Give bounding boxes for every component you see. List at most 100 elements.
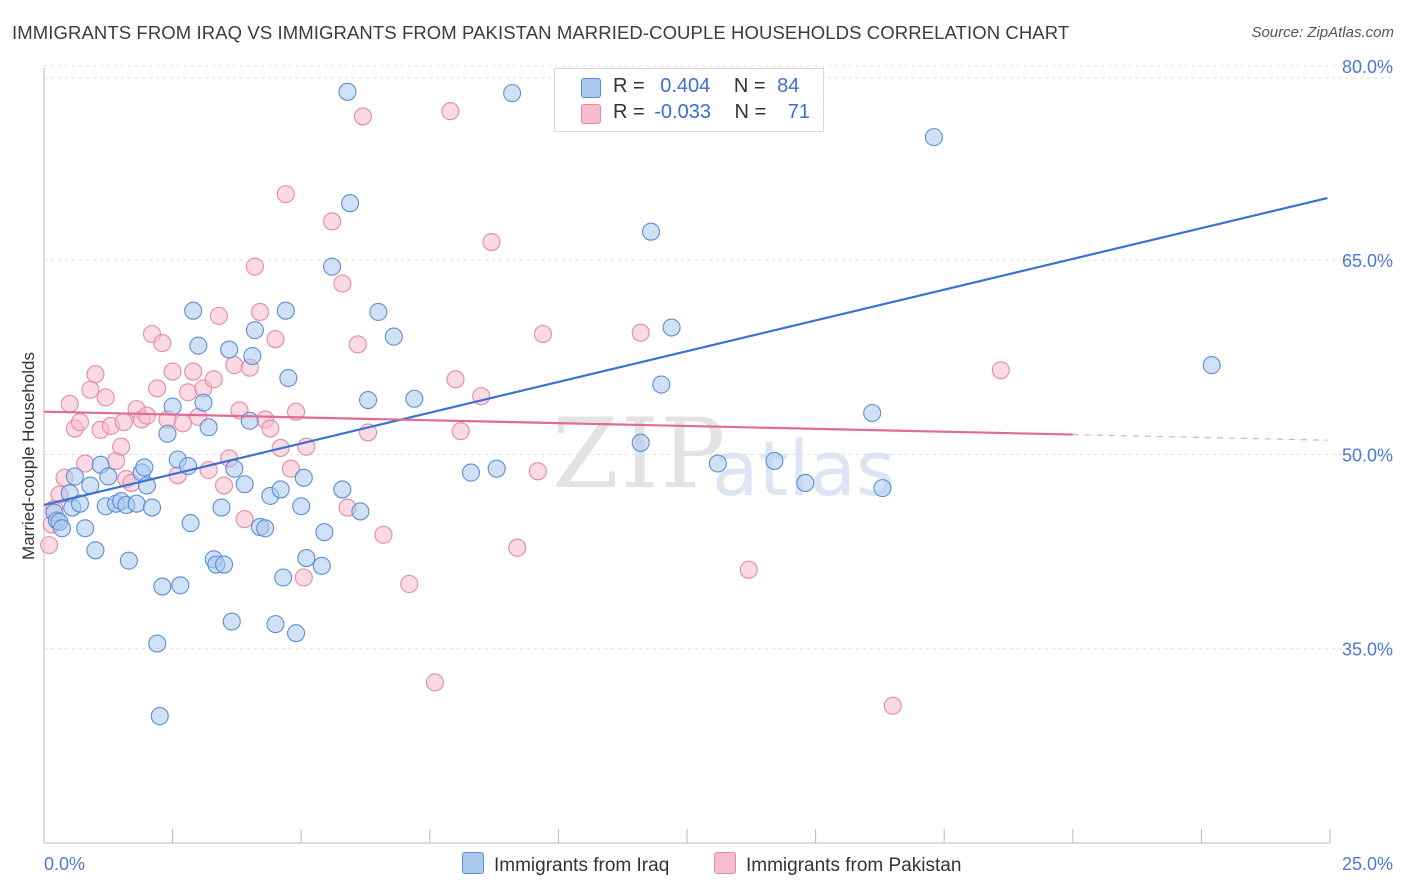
pakistan-point <box>70 413 90 432</box>
tick-labels: 35.0% 50.0% 65.0% 80.0% 0.0% 25.0% <box>44 57 1393 874</box>
iraq-point <box>99 467 118 486</box>
y-tick-label: 50.0% <box>1342 445 1393 465</box>
pakistan-r-value: -0.033 <box>654 101 711 123</box>
iraq-point <box>708 454 727 473</box>
iraq-point <box>70 494 90 513</box>
y-axis-label: Married-couple Households <box>19 352 38 560</box>
pakistan-point <box>250 302 270 322</box>
iraq-point <box>323 257 342 276</box>
pakistan-points <box>40 102 1010 715</box>
axes <box>43 68 1331 844</box>
pakistan-point <box>446 370 465 389</box>
iraq-point <box>86 541 105 560</box>
iraq-point <box>652 375 671 394</box>
pakistan-n-value: 71 <box>787 101 811 123</box>
iraq-point <box>765 451 784 470</box>
iraq-r-value: 0.404 <box>660 75 711 97</box>
iraq-point <box>245 321 264 340</box>
iraq-point <box>256 519 275 538</box>
bottom-pakistan-swatch <box>714 852 736 874</box>
pakistan-point <box>400 574 419 594</box>
iraq-point <box>487 459 506 478</box>
iraq-point <box>312 556 331 575</box>
iraq-point <box>276 301 295 320</box>
iraq-r-label: R = <box>613 75 645 97</box>
pakistan-point <box>348 335 367 354</box>
pakistan-point <box>287 402 306 421</box>
iraq-point <box>873 479 892 498</box>
iraq-point <box>220 340 239 359</box>
pakistan-point <box>528 462 547 481</box>
iraq-point <box>189 336 208 355</box>
iraq-point <box>631 433 650 452</box>
iraq-point <box>119 551 138 570</box>
pakistan-point <box>184 362 203 381</box>
iraq-point <box>153 577 172 596</box>
iraq-point <box>235 475 254 494</box>
iraq-point <box>52 519 72 538</box>
iraq-n-label: N = <box>733 75 766 97</box>
pakistan-point <box>235 510 254 529</box>
pakistan-point <box>214 476 234 495</box>
pakistan-point <box>173 414 192 433</box>
pakistan-point <box>323 212 342 231</box>
pakistan-point <box>425 673 444 692</box>
pakistan-swatch <box>581 104 601 124</box>
pakistan-point <box>112 437 131 456</box>
bottom-iraq-swatch <box>462 852 484 874</box>
iraq-points <box>45 82 1221 726</box>
iraq-point <box>214 555 234 574</box>
pakistan-point <box>631 323 650 342</box>
pakistan-point <box>245 257 264 276</box>
pakistan-point <box>441 102 460 121</box>
iraq-point <box>662 318 681 337</box>
iraq-point <box>184 301 203 320</box>
stats-legend: R = 0.404 N = 84 R = -0.033 N = 71 <box>554 68 824 132</box>
bottom-legend-pakistan: Immigrants from Pakistan <box>714 852 961 877</box>
pakistan-point <box>883 696 902 715</box>
pakistan-point <box>353 107 372 126</box>
iraq-point <box>163 397 182 416</box>
watermark-atlas: atlas <box>712 424 896 513</box>
y-tick-label: 80.0% <box>1342 57 1393 77</box>
y-tick-label: 35.0% <box>1342 640 1393 660</box>
x-tick-label-min: 0.0% <box>44 854 85 874</box>
iraq-point <box>369 302 388 322</box>
iraq-point <box>150 707 169 726</box>
iraq-point <box>243 346 262 366</box>
iraq-point <box>142 498 162 517</box>
iraq-n-value: 84 <box>777 75 800 97</box>
pakistan-point <box>225 356 244 375</box>
trend-lines <box>43 196 1328 507</box>
iraq-point <box>341 194 360 213</box>
pakistan-n-label: N = <box>734 101 767 123</box>
pakistan-point <box>114 413 133 432</box>
iraq-point <box>503 84 522 103</box>
bottom-iraq-label: Immigrants from Iraq <box>494 855 670 876</box>
iraq-point <box>225 459 244 478</box>
iraq-point <box>287 624 306 643</box>
pakistan-point <box>40 536 59 555</box>
pakistan-r-label: R = <box>613 101 645 123</box>
iraq-point <box>181 514 200 533</box>
iraq-swatch <box>581 78 601 98</box>
iraq-point <box>271 480 290 499</box>
iraq-point <box>315 523 334 542</box>
iraq-point <box>359 391 378 410</box>
iraq-point <box>135 458 154 477</box>
pakistan-point <box>81 380 100 399</box>
iraq-point <box>863 403 882 423</box>
pakistan-point <box>86 365 105 384</box>
pakistan-point <box>261 419 280 438</box>
x-tick-label-max: 25.0% <box>1342 854 1393 874</box>
pakistan-point <box>482 232 501 252</box>
iraq-point <box>292 497 311 516</box>
iraq-point <box>338 82 357 101</box>
pakistan-point <box>60 394 79 413</box>
iraq-point <box>194 393 213 412</box>
bottom-legend-iraq: Immigrants from Iraq <box>462 852 669 877</box>
iraq-trend-line <box>43 196 1328 507</box>
iraq-point <box>333 480 352 499</box>
iraq-point <box>76 519 95 538</box>
pakistan-point <box>266 330 285 349</box>
